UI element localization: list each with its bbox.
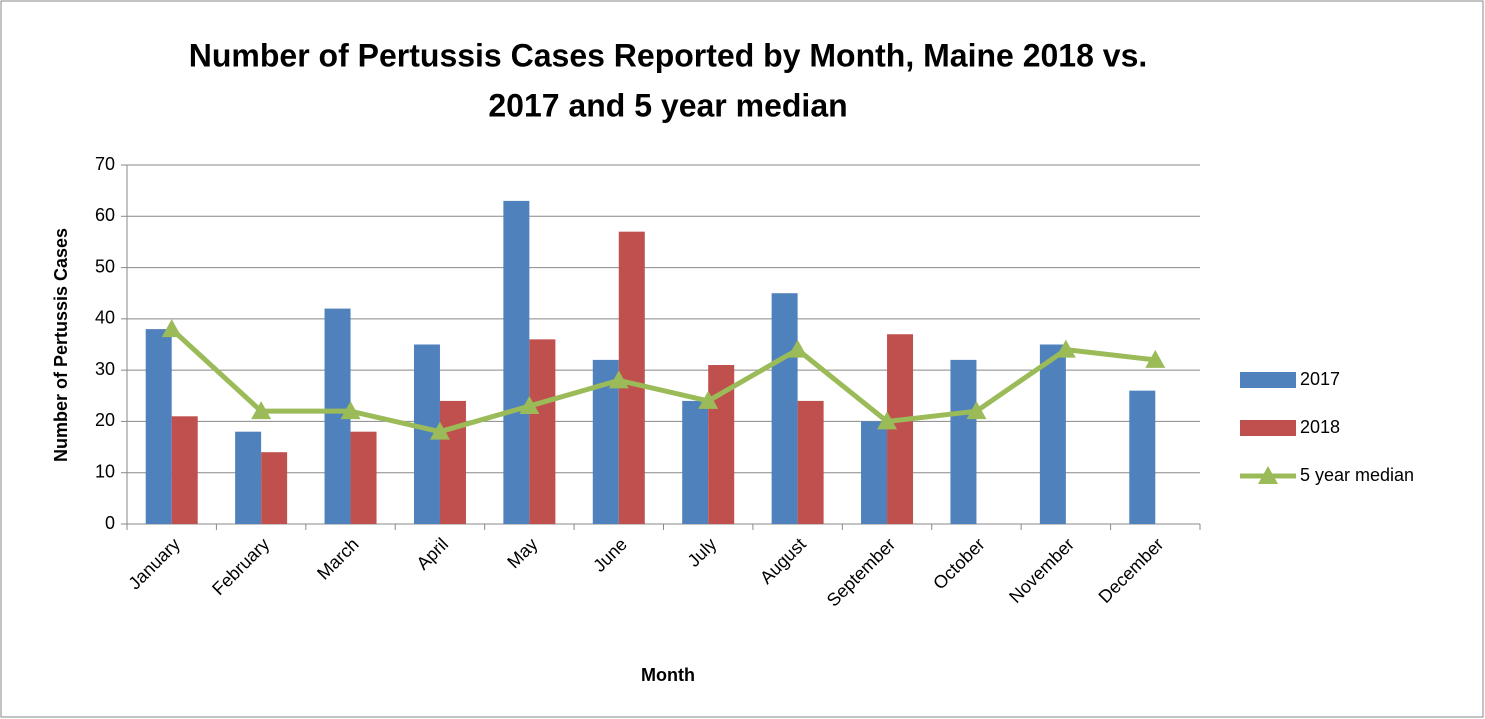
marker — [429, 421, 450, 440]
y-tick-label: 50 — [95, 256, 115, 276]
marker — [698, 390, 719, 409]
bar — [1039, 344, 1066, 524]
chart-title: Number of Pertussis Cases Reported by Mo… — [189, 37, 1148, 73]
legend-swatch — [1240, 420, 1296, 436]
marker — [1055, 339, 1076, 358]
y-axis-title: Number of Pertussis Cases — [51, 228, 71, 462]
marker — [787, 339, 808, 358]
marker — [608, 370, 629, 389]
marker — [161, 319, 182, 338]
chart-title: 2017 and 5 year median — [488, 87, 847, 123]
marker — [877, 411, 898, 430]
bar — [771, 293, 798, 524]
marker — [1145, 349, 1166, 368]
bar — [503, 200, 530, 524]
y-tick-label: 10 — [95, 461, 115, 481]
x-axis-title: Month — [641, 665, 695, 685]
bar — [261, 452, 288, 524]
bar — [797, 400, 824, 524]
y-tick-label: 0 — [105, 513, 115, 533]
bar — [861, 421, 888, 524]
marker — [340, 401, 361, 420]
line — [170, 327, 1156, 435]
legend-swatch — [1240, 372, 1296, 388]
y-tick-label: 20 — [95, 410, 115, 430]
bar — [350, 431, 377, 524]
bar — [235, 431, 262, 524]
bar — [1129, 390, 1156, 524]
y-tick-label: 60 — [95, 205, 115, 225]
legend-label: 2017 — [1300, 369, 1340, 389]
marker — [519, 396, 540, 415]
marker — [966, 401, 987, 420]
bar — [439, 400, 466, 524]
bar — [682, 400, 709, 524]
legend-swatch — [1258, 466, 1278, 484]
legend-label: 2018 — [1300, 417, 1340, 437]
y-tick-label: 40 — [95, 308, 115, 328]
y-tick-label: 30 — [95, 359, 115, 379]
bar — [950, 359, 977, 524]
y-tick-label: 70 — [95, 154, 115, 174]
bar — [529, 339, 556, 524]
bar — [171, 416, 198, 524]
bar — [145, 329, 172, 524]
marker — [251, 401, 272, 420]
legend-label: 5 year median — [1300, 465, 1414, 485]
bar — [618, 231, 645, 524]
